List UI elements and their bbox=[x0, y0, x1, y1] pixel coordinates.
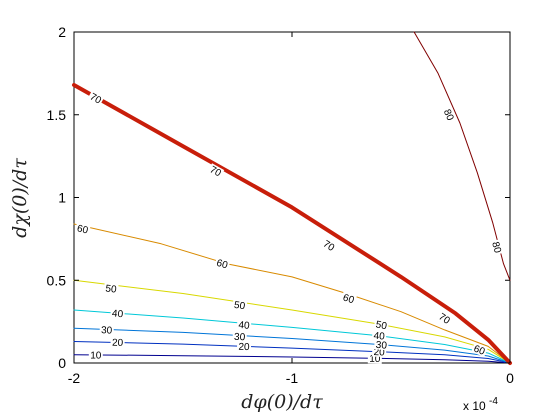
y-tick-label-3: 1.5 bbox=[47, 107, 67, 123]
y-tick-label-2: 1 bbox=[58, 190, 66, 206]
x-axis-label: dφ(0)/dτ bbox=[241, 391, 323, 413]
contour-label-bg-60-0 bbox=[74, 222, 91, 236]
contour-label-bg-70-2 bbox=[320, 237, 338, 254]
contour-label-20-1: 20 bbox=[238, 342, 250, 353]
contour-label-70-1: 70 bbox=[208, 164, 223, 179]
contour-label-bg-80-1 bbox=[490, 239, 504, 256]
x-tick-label-1: -1 bbox=[286, 370, 299, 386]
contour-label-bg-10-0 bbox=[88, 349, 103, 361]
contour-line-80 bbox=[413, 31, 511, 281]
contour-label-bg-40-2 bbox=[371, 330, 387, 342]
contour-label-40-2: 40 bbox=[373, 331, 386, 343]
contour-label-bg-70-1 bbox=[207, 163, 225, 179]
y-tick-label-0: 0 bbox=[58, 355, 66, 371]
contour-label-70-0: 70 bbox=[88, 92, 103, 107]
x-axis-multiplier: x 10 -4 bbox=[463, 396, 498, 413]
x-axis-multiplier-exponent: -4 bbox=[489, 396, 498, 407]
y-tick-label-4: 2 bbox=[58, 24, 66, 40]
x-axis-ticks: -2 -1 0 bbox=[68, 32, 514, 386]
contour-label-bg-50-1 bbox=[232, 299, 248, 312]
x-tick-label-2: 0 bbox=[506, 370, 514, 386]
contour-label-20-0: 20 bbox=[112, 338, 124, 349]
contour-label-40-0: 40 bbox=[112, 308, 124, 320]
y-axis-label: dχ(0)/dτ bbox=[9, 158, 31, 238]
contour-label-30-0: 30 bbox=[101, 325, 113, 336]
contour-label-bg-20-1 bbox=[236, 341, 252, 352]
contour-label-bg-50-2 bbox=[373, 318, 390, 332]
contour-label-bg-30-2 bbox=[373, 339, 389, 351]
contour-label-bg-30-0 bbox=[99, 324, 114, 336]
contour-label-50-2: 50 bbox=[375, 319, 388, 332]
contour-label-40-1: 40 bbox=[238, 320, 250, 332]
contour-label-bg-20-0 bbox=[110, 337, 125, 348]
contour-label-bg-80-0 bbox=[441, 106, 457, 124]
contour-label-60-2: 60 bbox=[341, 292, 355, 306]
contour-label-bg-70-0 bbox=[87, 90, 105, 106]
contour-label-80-1: 80 bbox=[489, 241, 503, 255]
contour-label-30-2: 30 bbox=[375, 340, 387, 352]
contour-label-bg-50-0 bbox=[103, 282, 119, 295]
contour-label-bg-70-3 bbox=[435, 310, 454, 327]
x-tick-label-0: -2 bbox=[68, 370, 81, 386]
x-axis-multiplier-base: x 10 bbox=[463, 399, 486, 413]
contour-label-80-0: 80 bbox=[441, 108, 456, 123]
contour-label-bg-60-3 bbox=[471, 342, 488, 357]
contour-line-70 bbox=[72, 83, 512, 365]
contour-label-bg-60-2 bbox=[340, 291, 357, 306]
contour-label-50-1: 50 bbox=[233, 300, 246, 313]
contour-label-bg-30-1 bbox=[232, 331, 247, 342]
contour-label-10-0: 10 bbox=[90, 351, 102, 362]
contour-label-30-1: 30 bbox=[234, 332, 246, 344]
contour-label-20-2: 20 bbox=[373, 347, 385, 358]
contour-label-bg-40-0 bbox=[110, 307, 125, 319]
contour-label-60-1: 60 bbox=[215, 258, 229, 272]
y-axis-ticks: 0 0.5 1 1.5 2 bbox=[47, 24, 510, 371]
contour-label-60-3: 60 bbox=[472, 344, 487, 358]
contour-label-10-1: 10 bbox=[369, 354, 381, 365]
contour-label-50-0: 50 bbox=[105, 283, 118, 295]
y-tick-label-1: 0.5 bbox=[47, 272, 67, 288]
contour-label-bg-60-1 bbox=[214, 256, 231, 271]
contour-label-60-0: 60 bbox=[76, 223, 90, 236]
contour-label-bg-40-1 bbox=[236, 319, 252, 331]
axes-frame bbox=[73, 31, 511, 364]
